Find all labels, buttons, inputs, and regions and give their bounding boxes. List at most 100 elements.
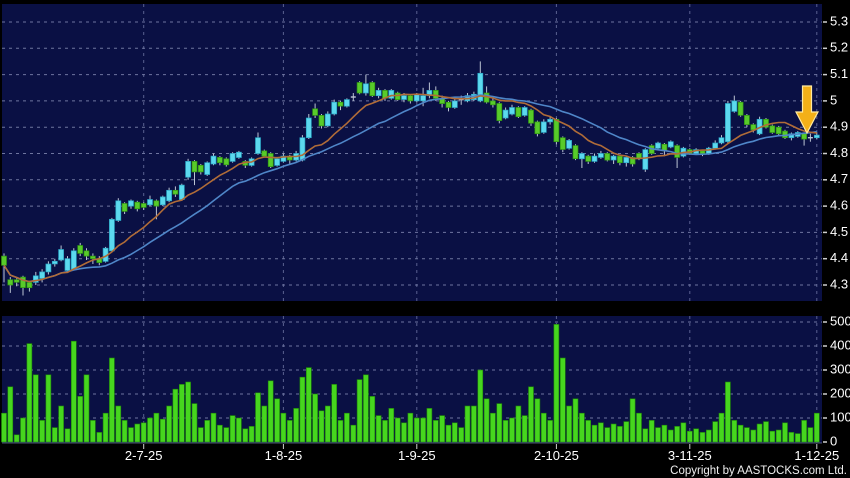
volume-bar[interactable]	[236, 417, 242, 443]
volume-bar[interactable]	[477, 369, 484, 443]
candle[interactable]	[699, 150, 706, 154]
volume-bar[interactable]	[32, 374, 39, 443]
candle[interactable]	[585, 155, 592, 162]
volume-bar[interactable]	[420, 417, 426, 443]
volume-bar[interactable]	[401, 422, 407, 443]
volume-bar[interactable]	[598, 422, 604, 443]
volume-bar[interactable]	[432, 420, 439, 443]
candle[interactable]	[655, 142, 661, 149]
volume-bar[interactable]	[642, 428, 649, 443]
candle[interactable]	[540, 121, 547, 133]
volume-bar[interactable]	[64, 428, 71, 443]
candle[interactable]	[413, 93, 420, 102]
candle[interactable]	[617, 155, 623, 164]
candle[interactable]	[7, 279, 14, 286]
volume-bar[interactable]	[255, 392, 261, 443]
candle[interactable]	[502, 109, 509, 119]
candle[interactable]	[534, 121, 541, 135]
volume-bar[interactable]	[229, 415, 236, 443]
volume-bar[interactable]	[667, 429, 674, 443]
candle[interactable]	[477, 72, 484, 102]
volume-bar[interactable]	[680, 422, 687, 443]
volume-bar[interactable]	[102, 412, 109, 443]
volume-bar[interactable]	[267, 380, 274, 443]
volume-bar[interactable]	[712, 421, 719, 443]
candle[interactable]	[236, 151, 242, 158]
volume-bar[interactable]	[369, 396, 376, 443]
volume-bar[interactable]	[274, 398, 280, 443]
volume-bar[interactable]	[439, 415, 445, 443]
candle[interactable]	[109, 218, 115, 252]
volume-bar[interactable]	[312, 393, 318, 443]
volume-bar[interactable]	[121, 420, 128, 443]
volume-bar[interactable]	[426, 408, 433, 443]
candle[interactable]	[623, 157, 630, 164]
volume-bar[interactable]	[58, 405, 64, 443]
volume-bar[interactable]	[705, 429, 712, 443]
volume-bar[interactable]	[807, 427, 814, 443]
candle[interactable]	[128, 200, 134, 207]
volume-bar[interactable]	[13, 434, 20, 443]
volume-bar[interactable]	[413, 417, 420, 443]
candle[interactable]	[39, 271, 45, 279]
candle[interactable]	[204, 162, 211, 175]
candle[interactable]	[337, 101, 344, 107]
volume-bar[interactable]	[547, 420, 553, 443]
volume-bar[interactable]	[794, 433, 801, 443]
volume-bar[interactable]	[286, 420, 293, 443]
volume-bar[interactable]	[661, 424, 668, 443]
candle[interactable]	[1, 255, 7, 266]
candle[interactable]	[217, 157, 223, 164]
volume-bar[interactable]	[1, 412, 7, 443]
volume-bar[interactable]	[356, 379, 363, 443]
candle[interactable]	[509, 107, 515, 115]
volume-bar[interactable]	[655, 427, 661, 443]
volume-bar[interactable]	[763, 421, 769, 443]
volume-bar[interactable]	[115, 405, 122, 443]
volume-bar[interactable]	[585, 420, 592, 443]
candle[interactable]	[775, 126, 782, 135]
candle[interactable]	[90, 255, 96, 260]
volume-bar[interactable]	[39, 420, 45, 443]
volume-bar[interactable]	[77, 396, 83, 443]
candle[interactable]	[375, 90, 382, 97]
candle[interactable]	[553, 118, 560, 143]
volume-bar[interactable]	[648, 420, 655, 443]
volume-bar[interactable]	[375, 415, 382, 443]
candle[interactable]	[178, 184, 185, 200]
volume-bar[interactable]	[521, 415, 528, 443]
volume-bar[interactable]	[344, 412, 350, 443]
volume-bar[interactable]	[559, 357, 566, 443]
volume-bar[interactable]	[109, 357, 115, 443]
volume-bar[interactable]	[261, 405, 268, 443]
volume-bar[interactable]	[534, 398, 541, 443]
volume-bar[interactable]	[20, 417, 26, 443]
candle[interactable]	[140, 203, 147, 208]
candle[interactable]	[629, 157, 636, 165]
candle[interactable]	[420, 95, 426, 102]
volume-bar[interactable]	[699, 432, 706, 443]
volume-bar[interactable]	[623, 421, 630, 443]
candle[interactable]	[744, 115, 750, 125]
volume-bar[interactable]	[769, 430, 776, 443]
volume-bar[interactable]	[382, 420, 388, 443]
candle[interactable]	[70, 250, 77, 270]
candle[interactable]	[769, 125, 776, 133]
candle[interactable]	[58, 249, 64, 261]
candle[interactable]	[305, 117, 312, 139]
volume-bar[interactable]	[572, 398, 579, 443]
candle[interactable]	[261, 150, 268, 157]
candle[interactable]	[598, 153, 604, 158]
volume-bar[interactable]	[185, 381, 191, 443]
volume-bar[interactable]	[610, 423, 617, 443]
candle[interactable]	[166, 189, 172, 202]
candle[interactable]	[344, 99, 350, 107]
candle[interactable]	[813, 134, 820, 139]
candle[interactable]	[267, 153, 274, 167]
volume-bar[interactable]	[445, 424, 452, 443]
volume-bar[interactable]	[451, 422, 458, 443]
volume-bar[interactable]	[509, 417, 515, 443]
candle[interactable]	[147, 199, 153, 206]
volume-bar[interactable]	[318, 410, 325, 443]
candle[interactable]	[153, 200, 160, 207]
